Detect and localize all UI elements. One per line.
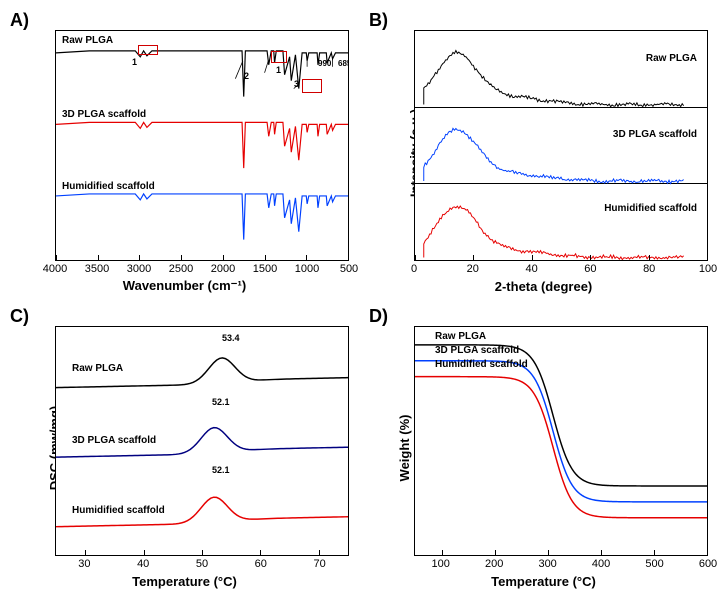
panel-c: C) DSC (mw/mg) Temperature (°C) Raw PLGA… bbox=[10, 306, 359, 592]
figure-grid: A) Transmittance (%) Wavenumber (cm⁻¹) R… bbox=[10, 10, 718, 591]
panel-a-redbox-2 bbox=[271, 51, 287, 63]
panel-a-label: A) bbox=[10, 10, 29, 31]
panel-d-series0: Raw PLGA bbox=[435, 331, 486, 342]
panel-b-series0: Raw PLGA bbox=[646, 53, 697, 64]
panel-b-label: B) bbox=[369, 10, 388, 31]
panel-d-label: D) bbox=[369, 306, 388, 327]
panel-c-plot: Raw PLGA 3D PLGA scaffold Humidified sca… bbox=[55, 326, 349, 557]
panel-a-svg bbox=[56, 31, 348, 260]
panel-a-series0: Raw PLGA bbox=[62, 35, 113, 46]
panel-c-xlabel: Temperature (°C) bbox=[132, 574, 237, 589]
panel-a-redbox-1 bbox=[138, 45, 158, 55]
panel-a: A) Transmittance (%) Wavenumber (cm⁻¹) R… bbox=[10, 10, 359, 296]
panel-c-label: C) bbox=[10, 306, 29, 327]
panel-a-xticks: 4000350030002500200015001000500 bbox=[55, 263, 349, 278]
panel-c-series2: Humidified scaffold bbox=[72, 505, 165, 516]
panel-a-plot: Raw PLGA 3D PLGA scaffold Humidified sca… bbox=[55, 30, 349, 261]
panel-a-ann-685: 685 bbox=[338, 59, 349, 68]
panel-b-xlabel: 2-theta (degree) bbox=[495, 279, 593, 294]
panel-b-series1: 3D PLGA scaffold bbox=[613, 129, 697, 140]
panel-d-ylabel: Weight (%) bbox=[397, 415, 412, 482]
panel-a-redbox-3 bbox=[302, 79, 322, 93]
panel-c-peak2: 52.1 bbox=[212, 465, 230, 475]
panel-a-ann-1b: 1 bbox=[276, 65, 281, 75]
panel-d-series1: 3D PLGA scaffold bbox=[435, 345, 519, 356]
panel-d-xticks: 100200300400500600 bbox=[414, 558, 708, 573]
panel-d: D) Weight (%) Temperature (°C) Raw PLGA … bbox=[369, 306, 718, 592]
panel-b-plot: Raw PLGA 3D PLGA scaffold Humidified sca… bbox=[414, 30, 708, 261]
panel-a-xlabel: Wavenumber (cm⁻¹) bbox=[123, 278, 246, 294]
panel-a-ann-2: 2 bbox=[244, 71, 249, 81]
panel-c-peak0: 53.4 bbox=[222, 333, 240, 343]
panel-c-peak1: 52.1 bbox=[212, 397, 230, 407]
panel-c-xticks: 3040506070 bbox=[55, 558, 349, 573]
panel-b-svg bbox=[415, 31, 707, 260]
panel-a-series1: 3D PLGA scaffold bbox=[62, 109, 146, 120]
panel-b-xticks: 020406080100 bbox=[414, 263, 708, 278]
panel-a-ann-1a: 1 bbox=[132, 57, 137, 67]
panel-d-xlabel: Temperature (°C) bbox=[491, 574, 596, 589]
panel-d-series2: Humidified scaffold bbox=[435, 359, 528, 370]
panel-a-ann-3: 3 bbox=[294, 79, 299, 89]
panel-b-series2: Humidified scaffold bbox=[604, 203, 697, 214]
panel-b: B) Intensity (a.u.) 2-theta (degree) Raw… bbox=[369, 10, 718, 296]
panel-a-ann-990: 990 bbox=[318, 59, 331, 68]
panel-c-series1: 3D PLGA scaffold bbox=[72, 435, 156, 446]
panel-d-plot: Raw PLGA 3D PLGA scaffold Humidified sca… bbox=[414, 326, 708, 557]
panel-c-series0: Raw PLGA bbox=[72, 363, 123, 374]
panel-a-series2: Humidified scaffold bbox=[62, 181, 155, 192]
